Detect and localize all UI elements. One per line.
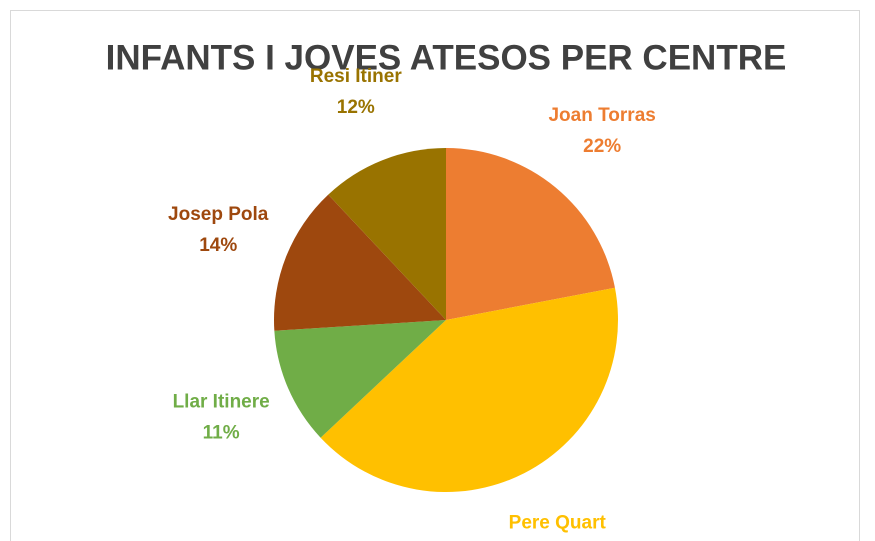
slice-label: Llar Itinere xyxy=(173,391,270,412)
slice-value-label: 12% xyxy=(337,97,375,118)
slice-value-label: 11% xyxy=(203,422,240,443)
slice-label: Josep Pola xyxy=(168,204,269,225)
slice-value-label: 22% xyxy=(583,136,621,157)
pie-slice xyxy=(328,148,446,320)
slice-label: Joan Torras xyxy=(548,105,655,126)
pie-slice xyxy=(446,148,615,320)
pie-slice xyxy=(320,287,619,493)
pie-slice xyxy=(274,320,446,438)
slice-value-label: 14% xyxy=(199,235,237,256)
pie-slice xyxy=(274,194,446,331)
chart-title: INFANTS I JOVES ATESOS PER CENTRE xyxy=(106,38,787,77)
slice-label: Pere Quart xyxy=(509,512,607,533)
slice-label: Resi Itiner xyxy=(310,66,402,87)
